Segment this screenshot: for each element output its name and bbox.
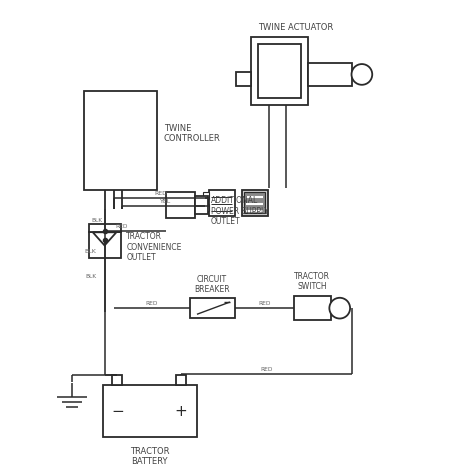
- Bar: [293, 296, 331, 320]
- Text: TRACTOR
BATTERY: TRACTOR BATTERY: [130, 447, 170, 466]
- Bar: [166, 192, 195, 218]
- Bar: [89, 224, 120, 232]
- Bar: [308, 63, 353, 86]
- Bar: [251, 36, 308, 105]
- Bar: [195, 196, 208, 214]
- Text: TRACTOR
SWITCH: TRACTOR SWITCH: [294, 272, 330, 291]
- Text: ADDITIONAL
POWER SUPPLY
OUTLET: ADDITIONAL POWER SUPPLY OUTLET: [211, 196, 269, 226]
- Bar: [258, 44, 301, 98]
- Text: YEL: YEL: [160, 200, 171, 204]
- Circle shape: [329, 298, 350, 319]
- Bar: [103, 385, 197, 438]
- Bar: [84, 91, 157, 190]
- Text: +: +: [174, 404, 187, 419]
- Text: RED: RED: [258, 301, 270, 306]
- Bar: [176, 375, 186, 385]
- Bar: [203, 192, 209, 199]
- Bar: [112, 375, 122, 385]
- Text: −: −: [111, 404, 124, 419]
- Text: TRACTOR
CONVENIENCE
OUTLET: TRACTOR CONVENIENCE OUTLET: [126, 232, 182, 262]
- Text: TWINE
CONTROLLER: TWINE CONTROLLER: [164, 124, 221, 143]
- Bar: [244, 192, 265, 213]
- Bar: [203, 204, 209, 211]
- Bar: [209, 190, 235, 216]
- Bar: [236, 72, 251, 86]
- Text: RED: RED: [260, 367, 273, 372]
- Text: TWINE ACTUATOR: TWINE ACTUATOR: [258, 23, 333, 32]
- Circle shape: [352, 64, 372, 85]
- Text: CIRCUIT
BREAKER: CIRCUIT BREAKER: [194, 275, 230, 294]
- Bar: [242, 190, 268, 216]
- Text: RED: RED: [155, 191, 168, 196]
- Text: BLK: BLK: [85, 274, 96, 279]
- Bar: [89, 232, 120, 258]
- Text: RED: RED: [115, 224, 128, 229]
- Bar: [190, 298, 235, 318]
- Polygon shape: [93, 232, 117, 246]
- Text: BLK: BLK: [84, 249, 96, 254]
- Text: RED: RED: [146, 301, 158, 306]
- Text: BLK: BLK: [91, 218, 102, 223]
